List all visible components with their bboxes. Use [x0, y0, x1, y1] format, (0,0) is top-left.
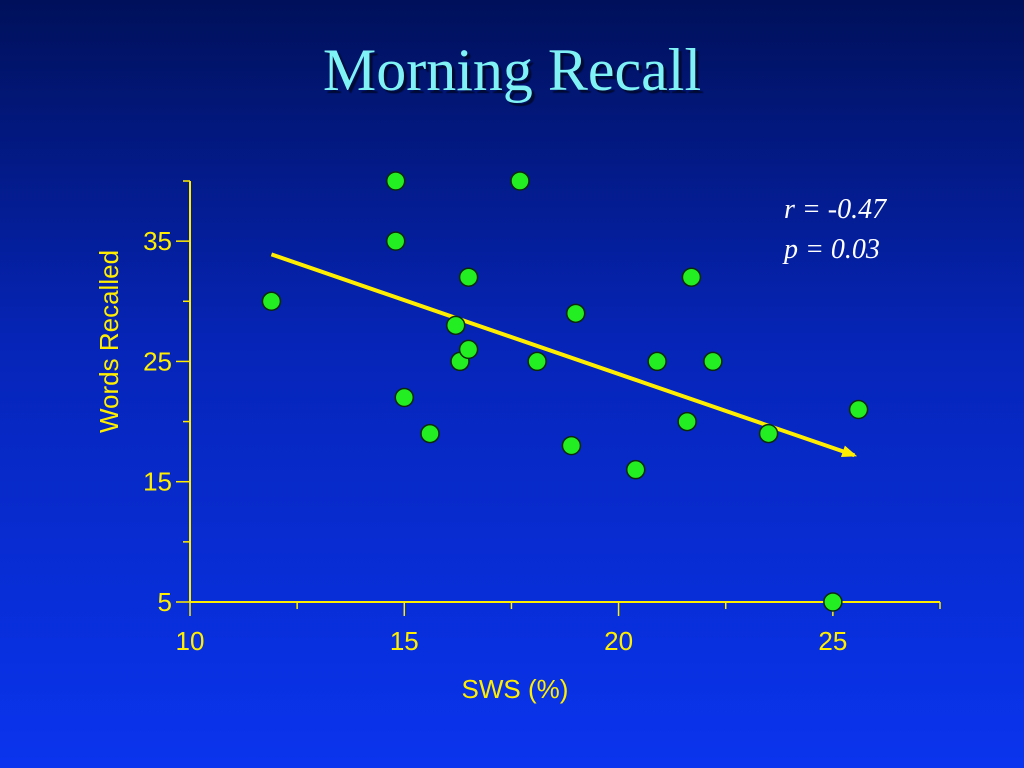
p-value-label: p = 0.03: [782, 234, 880, 265]
data-point: [510, 171, 530, 191]
data-point: [445, 315, 466, 336]
y-axis-title: Words Recalled: [94, 250, 124, 433]
correlation-r-label: r = -0.47: [784, 194, 887, 225]
x-tick-label: 20: [604, 626, 633, 656]
tick-labels: 5 15 25 35 10 15 20 25: [143, 226, 847, 656]
data-point: [561, 435, 582, 456]
data-point: [677, 411, 697, 432]
y-tick-label: 35: [143, 226, 172, 256]
data-point: [758, 423, 779, 444]
data-point: [565, 303, 586, 324]
tick-marks: [176, 180, 941, 616]
data-point: [823, 592, 843, 612]
trend-arrowhead: [840, 445, 858, 458]
data-point: [458, 267, 479, 287]
x-tick-label: 25: [818, 626, 847, 656]
data-point: [848, 399, 869, 420]
data-point: [703, 351, 723, 372]
axes: [189, 181, 940, 603]
data-point: [394, 387, 415, 408]
data-point: [647, 351, 667, 372]
y-tick-label: 25: [143, 346, 172, 376]
data-points: [261, 171, 869, 612]
x-axis-title: SWS (%): [462, 674, 569, 704]
x-tick-label: 10: [176, 626, 205, 656]
data-point: [420, 423, 440, 444]
y-tick-label: 15: [143, 467, 172, 497]
data-point: [261, 291, 282, 312]
data-point: [625, 459, 646, 480]
data-point: [385, 231, 406, 251]
slide-title: Morning Recall: [322, 37, 702, 103]
data-point: [385, 171, 406, 191]
x-tick-label: 15: [390, 626, 419, 656]
data-point: [527, 351, 547, 372]
trend-line: [270, 252, 855, 458]
data-point: [681, 267, 702, 287]
data-point: [458, 339, 479, 360]
trend-line-group: [270, 252, 858, 458]
y-tick-label: 5: [158, 587, 172, 617]
